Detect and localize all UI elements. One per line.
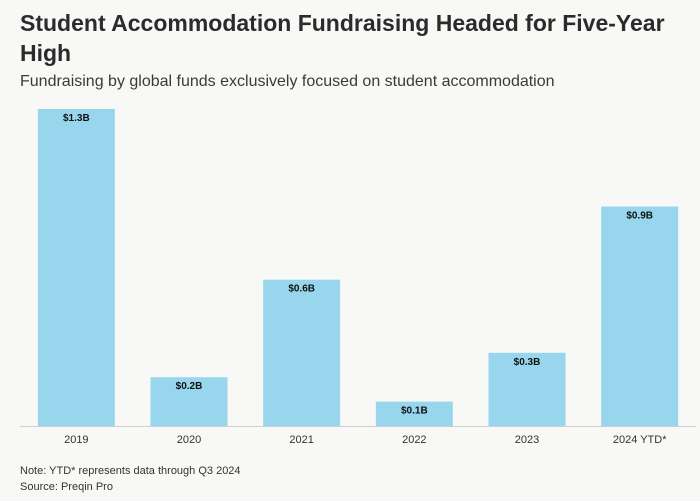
x-tick-label-2022: 2022 bbox=[402, 434, 426, 446]
x-tick-label-2024 YTD*: 2024 YTD* bbox=[613, 434, 667, 446]
data-label-2020: $0.2B bbox=[176, 381, 203, 392]
x-tick-label-2021: 2021 bbox=[289, 434, 313, 446]
data-label-2022: $0.1B bbox=[401, 406, 428, 417]
bar-2023 bbox=[488, 352, 566, 426]
bar-2021 bbox=[263, 279, 341, 426]
bar-2020 bbox=[150, 377, 228, 426]
data-label-2019: $1.3B bbox=[63, 113, 90, 124]
chart-subtitle: Fundraising by global funds exclusively … bbox=[20, 73, 555, 90]
bar-2019 bbox=[37, 109, 115, 426]
data-label-2021: $0.6B bbox=[288, 284, 315, 295]
data-label-2024 YTD*: $0.9B bbox=[626, 211, 653, 222]
bar-chart: $1.3B 2019 $0.2B 2020 $0.6B 2021 $0.1B 2022 $0.3… bbox=[20, 109, 696, 446]
chart-source: Source: Preqin Pro bbox=[20, 481, 113, 493]
bar-2024 YTD* bbox=[601, 206, 679, 426]
bar-2022 bbox=[375, 401, 453, 426]
x-tick-label-2023: 2023 bbox=[515, 434, 539, 446]
chart-title: Student Accommodation Fundraising Headed… bbox=[20, 10, 665, 66]
chart-note: Note: YTD* represents data through Q3 20… bbox=[20, 465, 241, 477]
x-tick-label-2020: 2020 bbox=[177, 434, 201, 446]
bar-group: $1.3B 2019 $0.2B 2020 $0.6B 2021 $0.1B 2022 $0.3… bbox=[37, 109, 679, 446]
data-label-2023: $0.3B bbox=[514, 357, 541, 368]
x-tick-label-2019: 2019 bbox=[64, 434, 88, 446]
